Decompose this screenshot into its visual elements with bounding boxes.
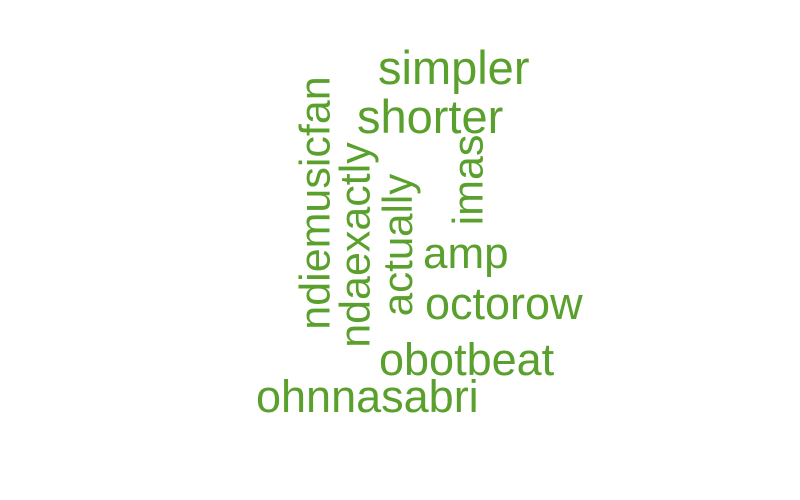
word-ohnnasabri: ohnnasabri [256,371,479,422]
word-simpler: simpler [378,41,530,94]
word-octorow: octorow [425,278,583,329]
word-amp: amp [423,229,509,278]
word-obotbeat: obotbeat [379,334,555,385]
word-ndaexactly: ndaexactly [331,142,380,348]
word-imas: imas [444,134,493,226]
word-actually: actually [374,173,421,317]
word-shorter: shorter [357,90,504,143]
